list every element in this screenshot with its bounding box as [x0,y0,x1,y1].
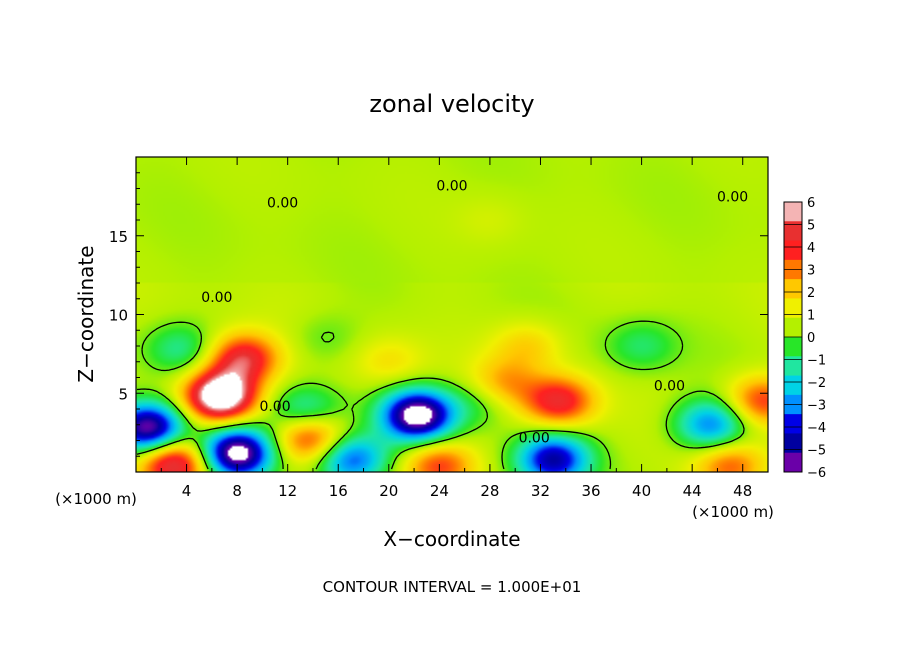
colorbar-label: 3 [807,264,815,279]
colorbar-swatch [784,202,802,222]
colorbar-swatch [784,279,802,299]
contour-label: 0.00 [717,189,748,205]
colorbar-label: 1 [807,309,815,324]
zero-contour [136,320,745,470]
x-tick-label: 12 [278,482,297,500]
x-tick-label: 28 [480,482,499,500]
x-tick-label: 16 [329,482,348,500]
colorbar-label: −4 [807,421,826,436]
colorbar-label: 6 [807,196,815,211]
y-tick-label: 15 [109,228,128,246]
x-axis-label: X−coordinate [383,527,520,551]
y-tick-label: 10 [109,307,128,325]
y-axis: 5 10 15 [109,172,768,457]
colorbar-swatch [784,317,802,338]
x-tick-label: 24 [430,482,449,500]
colorbar-swatch [784,414,802,434]
colorbar-label: −6 [807,466,826,481]
contour-label: 0.00 [519,430,550,446]
x-tick-label: 8 [232,482,242,500]
x-unit-right: (×1000 m) [692,503,774,521]
colorbar-label: −2 [807,376,826,391]
colorbar-label: −5 [807,444,826,459]
contour-lines [136,320,745,470]
contour-label: 0.00 [654,378,685,394]
contour-interval-note: CONTOUR INTERVAL = 1.000E+01 [323,578,582,596]
colorbar-swatch [784,375,802,396]
colorbar-label: −1 [807,354,826,369]
x-tick-label: 32 [531,482,550,500]
plot-area: 0.00 0.00 0.00 0.00 0.00 0.00 0.00 [136,157,768,472]
colorbar-label: 0 [807,331,815,346]
field-heatmap [136,157,768,472]
x-tick-label: 44 [683,482,702,500]
colorbar: 6 5 4 3 2 1 0 −1 −2 −3 −4 −5 −6 [783,196,826,481]
contour-labels: 0.00 0.00 0.00 0.00 0.00 0.00 0.00 [201,178,748,446]
contour-label: 0.00 [267,196,298,212]
contour-label: 0.00 [259,399,290,415]
colorbar-swatch [784,221,802,242]
colorbar-swatch [784,337,802,357]
chart-title: zonal velocity [369,90,534,118]
colorbar-swatch [784,240,802,261]
colorbar-label: 4 [807,241,815,256]
x-axis: 4 8 12 16 20 24 28 32 36 40 44 48 [160,157,752,500]
y-axis-label: Z−coordinate [74,245,98,382]
colorbar-swatch [784,433,802,454]
y-tick-label: 5 [118,385,128,403]
x-tick-label: 4 [182,482,192,500]
x-tick-label: 48 [733,482,752,500]
colorbar-label: −3 [807,399,826,414]
colorbar-swatch [784,298,802,319]
colorbar-swatch [784,356,802,377]
contour-label: 0.00 [201,290,232,306]
colorbar-swatch [784,452,802,473]
x-tick-label: 40 [632,482,651,500]
x-unit-left: (×1000 m) [55,490,137,508]
colorbar-label: 2 [807,286,815,301]
contour-label: 0.00 [436,178,467,194]
x-tick-label: 36 [581,482,600,500]
colorbar-label: 5 [807,219,815,234]
x-tick-label: 20 [379,482,398,500]
